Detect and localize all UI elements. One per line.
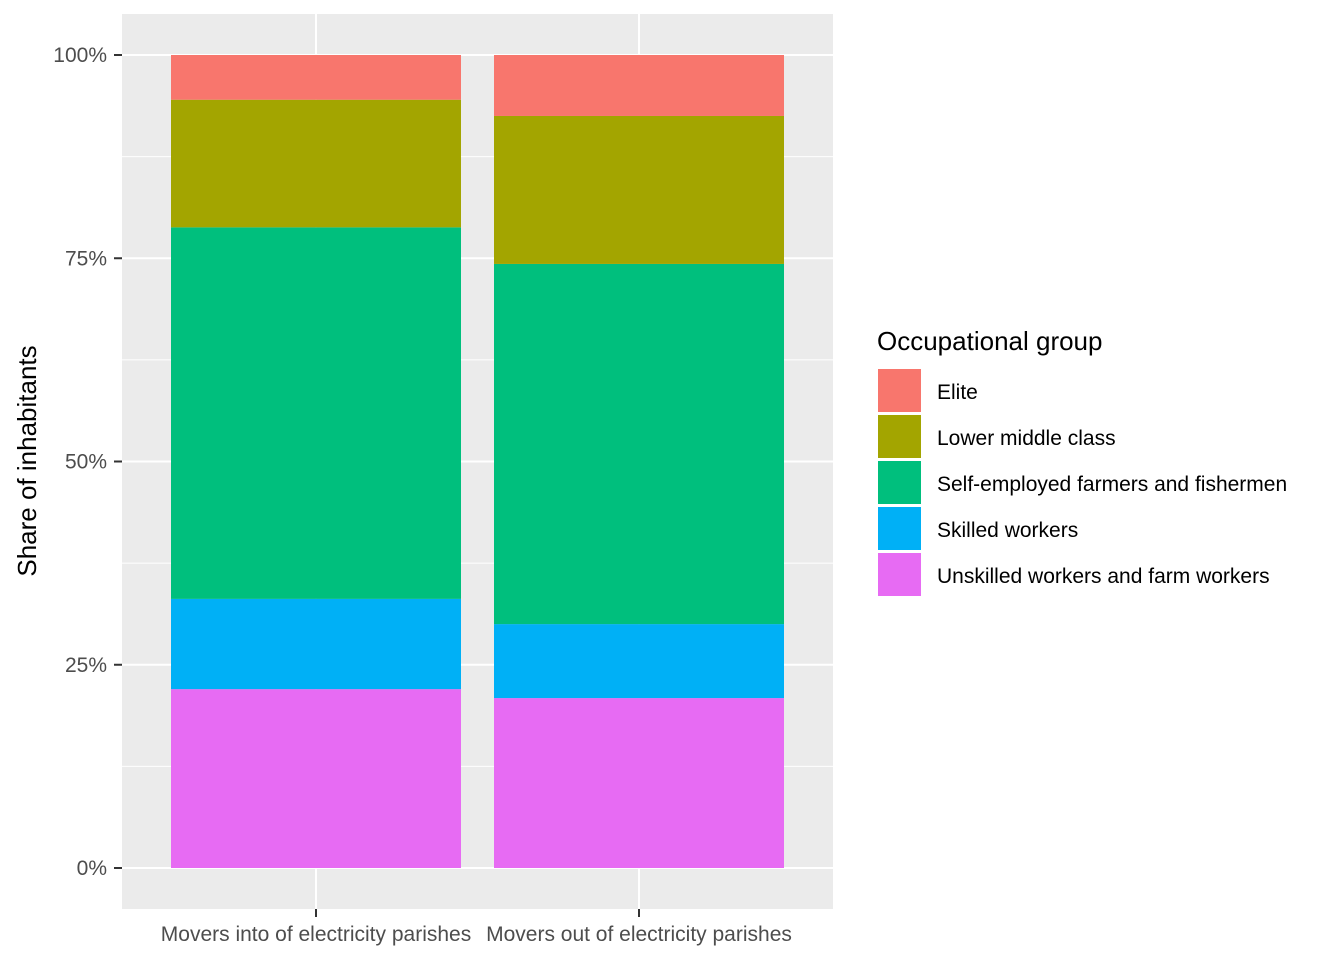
- bar-segment: [494, 115, 784, 264]
- legend-key: [878, 553, 921, 596]
- y-axis: 0% 25% 50% 75% 100%: [53, 44, 122, 880]
- legend-label: Skilled workers: [937, 519, 1078, 542]
- x-axis: Movers into of electricity parishes Mover…: [161, 909, 792, 946]
- legend-label: Elite: [937, 381, 978, 404]
- bar-segment: [171, 99, 461, 228]
- y-tick-label: 25%: [65, 654, 107, 677]
- legend-title: Occupational group: [877, 326, 1102, 356]
- bar-segment: [494, 624, 784, 699]
- legend-label: Lower middle class: [937, 427, 1116, 450]
- bar-segment: [171, 227, 461, 599]
- y-tick-label: 0%: [77, 857, 107, 880]
- legend-label: Unskilled workers and farm workers: [937, 565, 1270, 588]
- bars: [171, 55, 784, 868]
- bar-segment: [494, 263, 784, 625]
- legend-label: Self-employed farmers and fishermen: [937, 473, 1287, 496]
- y-tick-label: 50%: [65, 451, 107, 474]
- y-tick-label: 75%: [65, 247, 107, 270]
- legend-key: [878, 369, 921, 412]
- legend-key: [878, 415, 921, 458]
- bar-segment: [494, 55, 784, 116]
- bar-segment: [171, 689, 461, 868]
- y-tick-label: 100%: [53, 44, 107, 67]
- legend-items: Elite Lower middle class Self-employed far…: [878, 369, 1287, 596]
- bar-segment: [171, 598, 461, 690]
- x-tick-label: Movers into of electricity parishes: [161, 923, 471, 946]
- bar-segment: [494, 698, 784, 868]
- legend-key: [878, 461, 921, 504]
- bar-segment: [171, 55, 461, 100]
- legend: Occupational group Elite Lower middle cla…: [877, 326, 1287, 596]
- legend-key: [878, 507, 921, 550]
- y-axis-title: Share of inhabitants: [12, 345, 42, 576]
- x-tick-label: Movers out of electricity parishes: [486, 923, 792, 946]
